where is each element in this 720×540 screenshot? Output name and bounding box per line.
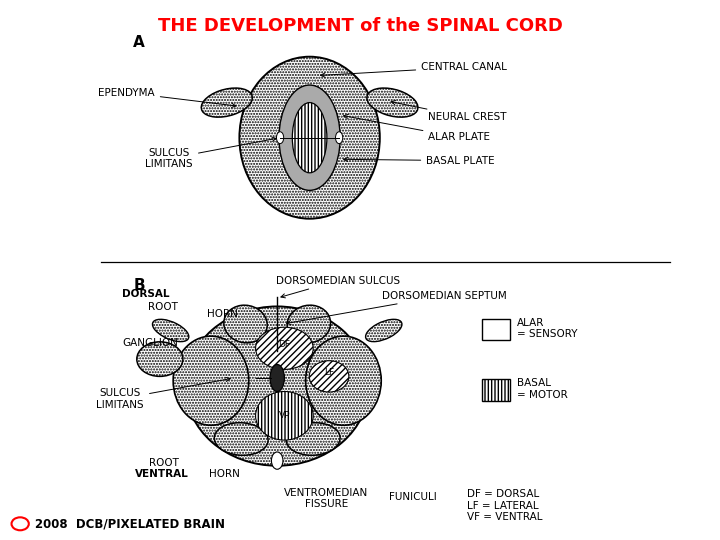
- Ellipse shape: [240, 57, 380, 219]
- Text: BASAL PLATE: BASAL PLATE: [343, 156, 495, 166]
- Ellipse shape: [174, 336, 249, 426]
- Text: ALAR
= SENSORY: ALAR = SENSORY: [517, 318, 577, 339]
- Text: HORN: HORN: [207, 309, 238, 319]
- Ellipse shape: [215, 423, 268, 455]
- Text: DF = DORSAL
LF = LATERAL
VF = VENTRAL: DF = DORSAL LF = LATERAL VF = VENTRAL: [467, 489, 542, 522]
- Text: VP: VP: [279, 411, 290, 421]
- Ellipse shape: [270, 364, 284, 391]
- Ellipse shape: [276, 132, 284, 144]
- Ellipse shape: [153, 319, 189, 342]
- Text: A: A: [133, 35, 145, 50]
- Bar: [482, 379, 510, 401]
- Circle shape: [12, 517, 29, 530]
- Ellipse shape: [305, 336, 382, 426]
- Text: SULCUS
LIMITANS: SULCUS LIMITANS: [96, 377, 230, 410]
- Text: CENTRAL CANAL: CENTRAL CANAL: [320, 62, 507, 77]
- Ellipse shape: [310, 361, 349, 392]
- Ellipse shape: [292, 103, 327, 173]
- Ellipse shape: [256, 392, 313, 440]
- Text: HORN: HORN: [209, 469, 240, 479]
- Ellipse shape: [336, 132, 343, 144]
- Text: ALAR PLATE: ALAR PLATE: [343, 114, 490, 143]
- Text: LF: LF: [324, 368, 334, 377]
- Ellipse shape: [271, 452, 283, 469]
- Text: ROOT: ROOT: [149, 458, 179, 468]
- Circle shape: [137, 342, 183, 376]
- Text: VENTROMEDIAN
FISSURE: VENTROMEDIAN FISSURE: [284, 488, 369, 509]
- Text: c: c: [18, 519, 22, 528]
- Ellipse shape: [279, 85, 341, 190]
- Text: NEURAL CREST: NEURAL CREST: [391, 100, 507, 123]
- Text: EPENDYMA: EPENDYMA: [98, 87, 236, 107]
- Ellipse shape: [185, 307, 369, 465]
- Text: 2008  DCB/PIXELATED BRAIN: 2008 DCB/PIXELATED BRAIN: [35, 517, 225, 530]
- Ellipse shape: [287, 305, 330, 343]
- Ellipse shape: [202, 88, 252, 117]
- Text: SULCUS
LIMITANS: SULCUS LIMITANS: [145, 137, 276, 170]
- Text: DORSOMEDIAN SEPTUM: DORSOMEDIAN SEPTUM: [287, 291, 506, 325]
- Ellipse shape: [224, 305, 267, 343]
- Text: DF: DF: [279, 340, 290, 349]
- Ellipse shape: [287, 423, 340, 455]
- Text: GANGLION: GANGLION: [122, 338, 179, 348]
- Text: DORSOMEDIAN SULCUS: DORSOMEDIAN SULCUS: [276, 275, 400, 298]
- Bar: [482, 319, 510, 340]
- Ellipse shape: [256, 327, 313, 369]
- Ellipse shape: [367, 88, 418, 117]
- Text: THE DEVELOPMENT of the SPINAL CORD: THE DEVELOPMENT of the SPINAL CORD: [158, 17, 562, 35]
- Text: FUNICULI: FUNICULI: [389, 492, 436, 503]
- Text: BASAL
= MOTOR: BASAL = MOTOR: [517, 378, 567, 400]
- Text: VENTRAL: VENTRAL: [135, 469, 189, 479]
- Text: B: B: [133, 278, 145, 293]
- Text: ROOT: ROOT: [148, 302, 177, 313]
- Ellipse shape: [366, 319, 402, 342]
- Text: DORSAL: DORSAL: [122, 289, 170, 299]
